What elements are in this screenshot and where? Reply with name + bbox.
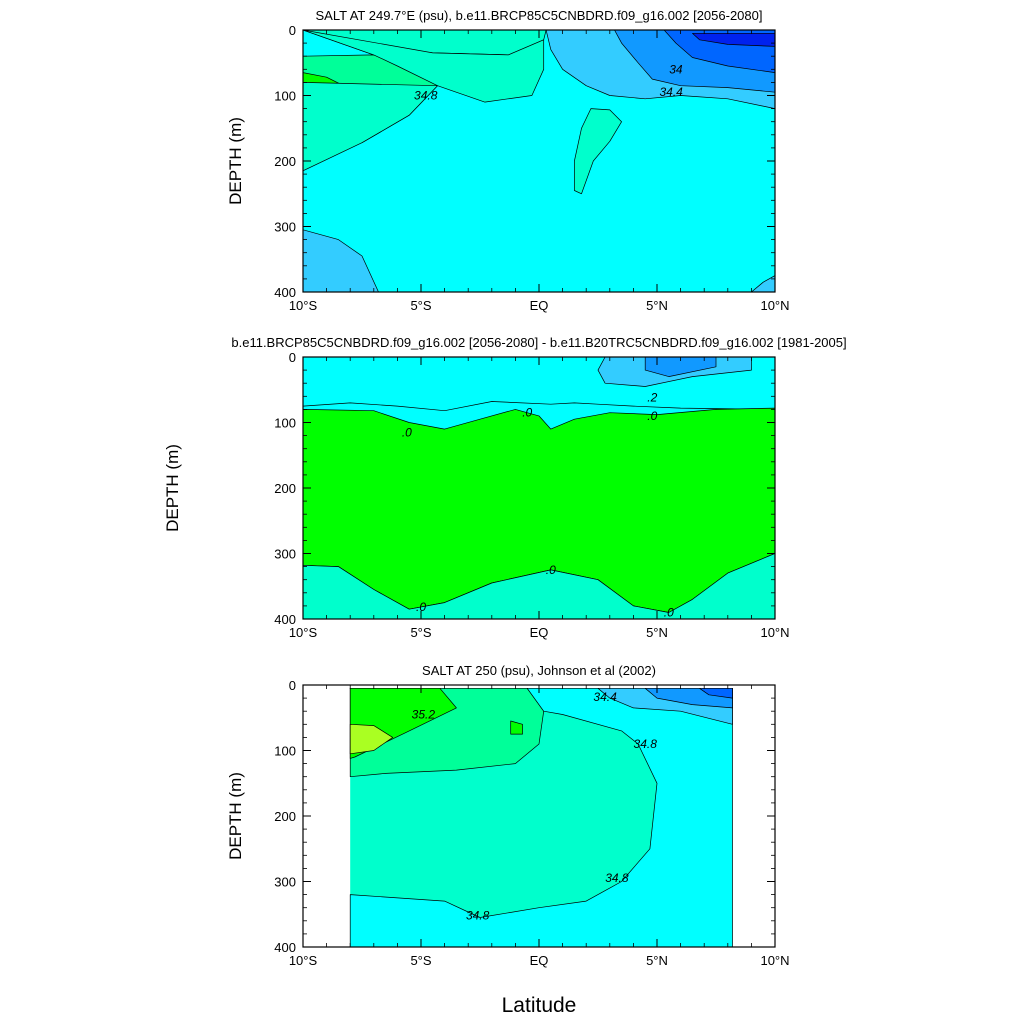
contour-region-7	[574, 108, 622, 195]
contour-label: .0	[647, 409, 657, 423]
contour-label: 34.8	[414, 89, 438, 103]
contour-region-5	[303, 30, 545, 103]
y-tick-label: 400	[274, 612, 296, 627]
x-tick-label: 5°N	[646, 953, 668, 968]
plot-area: .0 .0 .0 .2 .0 .0 .0	[303, 357, 775, 619]
y-axis-title: DEPTH (m)	[163, 444, 182, 532]
x-tick-label: 5°N	[646, 625, 668, 640]
chart-panel-3: 35.2 34.4 34.8 34.8 34.8 10°S 5°S EQ 5°N 10°N 0 100…	[226, 663, 790, 968]
y-tick-label: 100	[274, 416, 296, 431]
contour-label: 34.8	[466, 909, 490, 923]
contour-label: 34.8	[634, 737, 658, 751]
x-tick-label: 10°N	[760, 625, 789, 640]
x-tick-label: 10°S	[289, 625, 318, 640]
y-tick-label: 0	[289, 678, 296, 693]
contour-label: 35.2	[412, 707, 436, 721]
y-tick-label: 200	[274, 809, 296, 824]
contour-region-9	[699, 687, 733, 699]
contour-region-6	[349, 687, 733, 947]
contour-label: .0	[416, 600, 426, 614]
x-tick-label: 10°S	[289, 953, 318, 968]
x-tick-label: 5°S	[410, 625, 431, 640]
x-tick-label: 5°S	[410, 298, 431, 313]
contour-region-11	[692, 32, 775, 47]
y-tick-label: 300	[274, 220, 296, 235]
contour-label: 34	[669, 62, 683, 76]
contour-region-6	[303, 82, 438, 172]
y-tick-label: 300	[274, 875, 296, 890]
contour-label: .0	[664, 605, 674, 619]
x-tick-label: 10°S	[289, 298, 318, 313]
chart-panel-2: .0 .0 .0 .2 .0 .0 .0 10°S 5°S EQ 5°N 10°N 0 100 200 300…	[163, 335, 847, 640]
plot-area: 35.2 34.4 34.8 34.8 34.8	[349, 687, 733, 947]
contour-label: .0	[522, 406, 532, 420]
y-tick-label: 200	[274, 154, 296, 169]
x-axis-title: Latitude	[502, 994, 577, 1017]
panel-title: SALT AT 250 (psu), Johnson et al (2002)	[422, 663, 656, 678]
contour-label: 34.4	[593, 690, 617, 704]
y-tick-label: 100	[274, 89, 296, 104]
plot-area: 34.8 34 34.4	[303, 30, 775, 292]
contour-region-5	[303, 553, 775, 619]
x-tick-label: 5°N	[646, 298, 668, 313]
x-tick-label: 10°N	[760, 298, 789, 313]
y-tick-label: 100	[274, 744, 296, 759]
contour-region-4	[510, 720, 523, 735]
x-tick-label: 10°N	[760, 953, 789, 968]
x-tick-label: EQ	[530, 625, 549, 640]
y-tick-label: 0	[289, 23, 296, 38]
panel-title: b.e11.BRCP85C5CNBDRD.f09_g16.002 [2056-2…	[231, 335, 846, 350]
x-tick-label: EQ	[530, 298, 549, 313]
y-tick-label: 400	[274, 285, 296, 300]
x-tick-label: 5°S	[410, 953, 431, 968]
contour-region-3	[349, 723, 394, 755]
y-tick-label: 200	[274, 481, 296, 496]
contour-label: .0	[546, 563, 556, 577]
contour-region-3	[644, 357, 717, 377]
contour-region-13	[751, 275, 775, 292]
contour-label: 34.8	[605, 871, 629, 885]
contour-label: .0	[402, 425, 412, 439]
x-tick-label: EQ	[530, 953, 549, 968]
contour-region-12	[303, 229, 379, 292]
y-tick-label: 400	[274, 940, 296, 955]
y-axis-title: DEPTH (m)	[226, 772, 245, 860]
y-tick-label: 0	[289, 350, 296, 365]
y-axis-title: DEPTH (m)	[226, 117, 245, 205]
contour-label: 34.4	[659, 85, 683, 99]
panel-title: SALT AT 249.7°E (psu), b.e11.BRCP85C5CNB…	[316, 8, 763, 23]
y-tick-label: 300	[274, 547, 296, 562]
chart-panels: 34.8 34 34.4 10°S 5°S EQ 5°N 10°N 0 100 200 300 400 S…	[163, 8, 847, 968]
contour-label: .2	[647, 391, 657, 405]
chart-panel-1: 34.8 34 34.4 10°S 5°S EQ 5°N 10°N 0 100 200 300 400 S…	[226, 8, 790, 313]
